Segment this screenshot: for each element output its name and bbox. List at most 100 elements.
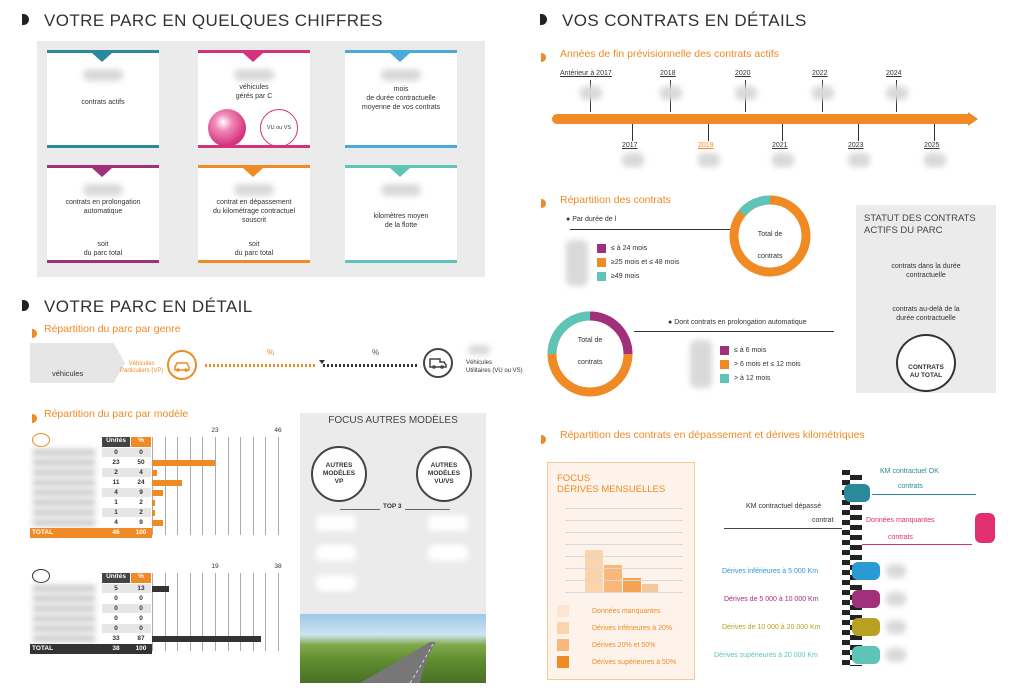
row-bg — [102, 498, 151, 507]
timeline-tick — [858, 124, 859, 141]
redacted-label — [32, 615, 96, 622]
grid-line — [252, 573, 254, 651]
grid-line — [240, 573, 242, 651]
row-bg — [102, 488, 151, 497]
cell-units: 0 — [114, 625, 118, 632]
section-bullet — [22, 14, 29, 25]
road-checkered — [842, 470, 850, 666]
road-landscape-image — [300, 614, 486, 684]
section-bullet — [540, 14, 547, 25]
focus-line — [565, 532, 683, 533]
row-bg — [102, 478, 151, 487]
derive-bar — [604, 565, 622, 593]
sub-bullet — [541, 53, 546, 62]
focus-legend-label: Données manquantes — [592, 608, 661, 615]
card-text: mois de durée contractuelle moyenne de v… — [361, 86, 441, 111]
redacted-value — [468, 345, 490, 355]
par-duree-text: Par durée de l — [572, 216, 617, 223]
legend-swatch — [557, 656, 569, 668]
timeline-year-bottom: 2021 — [772, 142, 788, 149]
redacted-value — [381, 69, 421, 81]
stat-card: contrats actifs — [47, 50, 159, 148]
grid-line — [189, 573, 191, 651]
redacted-value — [566, 240, 588, 286]
card-pointer — [390, 168, 410, 177]
focus-derives-title: FOCUS DÉRIVES MENSUELLES — [557, 473, 666, 495]
grid-line — [164, 573, 166, 651]
redacted-value — [886, 592, 906, 606]
cell-units: 0 — [114, 605, 118, 612]
grid-line — [202, 437, 204, 535]
legend-swatch — [597, 272, 606, 281]
total-units: 38 — [112, 645, 120, 652]
cell-units: 5 — [114, 585, 118, 592]
km-ok-sub: contrats — [898, 483, 923, 490]
row-bg — [102, 614, 151, 623]
card-subtext: soit du parc total — [234, 241, 274, 257]
redacted-label — [32, 595, 96, 602]
sub-bullet — [541, 199, 546, 208]
redacted-value — [924, 153, 946, 167]
col-header: Unités — [102, 573, 130, 583]
timeline-tick — [782, 124, 783, 141]
cell-units: 4 — [114, 519, 118, 526]
car-ok-icon — [844, 484, 870, 502]
redacted-value — [886, 620, 906, 634]
cell-units: 1 — [114, 509, 118, 516]
cell-units: 0 — [114, 615, 118, 622]
statut-title: STATUT DES CONTRATS ACTIFS DU PARC — [864, 213, 976, 236]
row-bg — [102, 634, 151, 643]
card-pointer — [243, 168, 263, 177]
card-pointer — [92, 53, 112, 62]
cell-pct: 0 — [139, 615, 143, 622]
cell-pct: 2 — [139, 509, 143, 516]
axis-tick: 23 — [211, 427, 219, 434]
timeline-year-bottom: 2017 — [622, 142, 638, 149]
cell-units: 23 — [112, 459, 120, 466]
redacted-value — [428, 515, 468, 531]
redacted-label — [32, 625, 96, 632]
timeline-year-top: 2020 — [735, 70, 751, 77]
bar — [152, 520, 163, 526]
section-title-contrats: VOS CONTRATS EN DÉTAILS — [562, 11, 807, 30]
redacted-value — [886, 648, 906, 662]
vehicles-arrow — [30, 343, 125, 383]
vu-circle: VU ou VS — [260, 109, 298, 147]
redacted-value — [316, 515, 356, 531]
statut-l2: contrats au-delà de la durée contractuel… — [892, 306, 960, 322]
car-derive-icon — [852, 646, 880, 664]
depassement-title: Répartition des contrats en dépassement … — [560, 429, 865, 441]
donut-prolongation — [547, 311, 633, 397]
km-dep-sub: contrat — [812, 517, 834, 524]
legend-label: ≤ à 6 mois — [734, 347, 767, 354]
prolong-text: Dont contrats en prolongation automatiqu… — [674, 319, 807, 326]
grid-line — [265, 573, 267, 651]
timeline-tick — [934, 124, 935, 141]
col-header: % — [131, 437, 151, 447]
focus-legend-label: Dérives supérieures à 50% — [592, 659, 677, 666]
stat-card: véhicules gérés par C VU ou VS — [198, 50, 310, 148]
missing-label: Données manquantes — [866, 517, 935, 524]
redacted-label — [32, 585, 96, 592]
card-pointer — [92, 168, 112, 177]
grid-line — [252, 437, 254, 535]
car-missing-icon — [975, 513, 995, 543]
total-row — [30, 644, 152, 654]
focus-line — [565, 520, 683, 521]
vu-label: Véhicules Utilitaires (VU ou VS) — [466, 360, 523, 374]
redacted-value — [698, 153, 720, 167]
derive-label: Dérives de 10 000 à 20 000 Km — [722, 624, 821, 631]
legend-label: > 6 mois et ≤ 12 mois — [734, 361, 801, 368]
redacted-value — [660, 86, 682, 100]
bar — [152, 460, 215, 466]
stat-card: contrats en prolongation automatique soit… — [47, 165, 159, 263]
grid-line — [164, 437, 166, 535]
card-subtext: soit du parc total — [83, 241, 123, 257]
legend-label: ≥25 mois et ≤ 48 mois — [611, 259, 680, 266]
timeline-arrowhead — [968, 112, 978, 126]
focus-line — [565, 508, 683, 509]
redacted-value — [316, 545, 356, 561]
vu-percent: % — [372, 348, 380, 357]
bar — [152, 586, 169, 592]
bar — [152, 470, 158, 476]
